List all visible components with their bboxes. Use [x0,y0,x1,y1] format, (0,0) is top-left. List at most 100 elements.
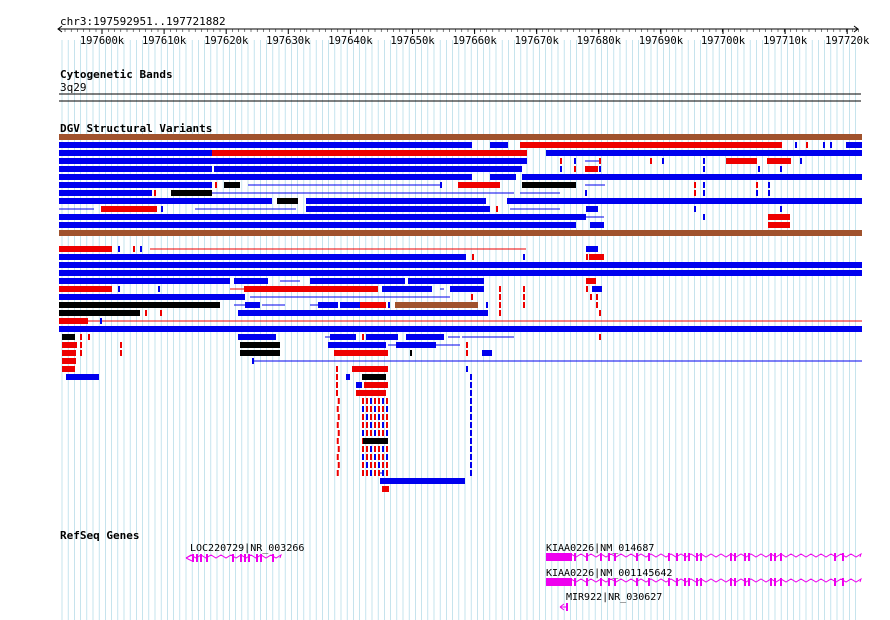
gene-exon[interactable] [676,578,678,586]
variant-bar[interactable] [586,246,598,252]
variant-bar[interactable] [101,206,157,212]
gene-exon[interactable] [774,578,776,586]
variant-bar[interactable] [59,262,862,268]
variant-mark[interactable] [662,158,664,164]
variant-mark[interactable] [374,470,376,476]
variant-mark[interactable] [362,414,364,420]
variant-mark[interactable] [382,470,384,476]
variant-mark[interactable] [780,166,782,172]
variant-bar[interactable] [59,182,212,188]
variant-bar[interactable] [59,294,245,300]
variant-mark[interactable] [120,342,122,348]
variant-bar[interactable] [364,382,388,388]
variant-mark[interactable] [499,310,501,316]
gene-exon[interactable] [734,553,736,561]
gene-exon[interactable] [574,553,576,561]
gene-exon[interactable] [834,578,836,586]
variant-mark[interactable] [374,406,376,412]
variant-mark[interactable] [386,414,388,420]
variant-mark[interactable] [337,446,340,452]
variant-mark[interactable] [337,414,340,420]
variant-mark[interactable] [470,382,472,388]
variant-mark[interactable] [382,446,384,452]
variant-bar[interactable] [244,286,378,292]
gene-exon[interactable] [774,553,776,561]
gene-exon[interactable] [232,554,234,562]
gene-exon[interactable] [546,578,572,586]
variant-mark[interactable] [703,158,705,164]
variant-mark[interactable] [154,190,156,196]
variant-mark[interactable] [694,182,696,188]
variant-bar[interactable] [59,198,272,204]
variant-bar[interactable] [59,310,140,316]
variant-mark[interactable] [366,430,368,436]
gene-intron[interactable] [185,553,282,559]
variant-mark[interactable] [703,182,705,188]
variant-mark[interactable] [382,414,384,420]
variant-bar[interactable] [490,142,508,148]
variant-mark[interactable] [366,398,368,404]
variant-mark[interactable] [362,470,364,476]
variant-bar[interactable] [59,158,236,164]
variant-bar[interactable] [546,150,862,156]
gene-exon[interactable] [244,554,246,562]
variant-bar[interactable] [767,158,791,164]
variant-bar[interactable] [408,278,484,284]
variant-bar[interactable] [212,150,527,156]
gene-exon[interactable] [684,553,686,561]
gene-exon[interactable] [586,553,588,561]
variant-mark[interactable] [470,430,472,436]
variant-mark[interactable] [470,422,472,428]
gene-exon[interactable] [842,553,844,561]
variant-mark[interactable] [499,302,501,308]
variant-mark[interactable] [768,182,770,188]
variant-mark[interactable] [388,302,390,308]
variant-bar[interactable] [306,206,490,212]
gene-exon[interactable] [600,553,602,561]
variant-bar[interactable] [406,334,444,340]
variant-bar[interactable] [328,342,386,348]
variant-bar[interactable] [59,142,472,148]
variant-mark[interactable] [694,190,696,196]
gene-exon[interactable] [700,553,702,561]
gene-exon[interactable] [696,578,698,586]
variant-bar[interactable] [340,302,360,308]
variant-mark[interactable] [374,454,376,460]
gene-exon[interactable] [748,553,750,561]
gene-exon[interactable] [648,578,650,586]
variant-bar[interactable] [234,278,268,284]
variant-mark[interactable] [336,374,338,380]
variant-bar[interactable] [59,214,586,220]
gene-exon[interactable] [600,578,602,586]
variant-bar[interactable] [520,142,782,148]
variant-mark[interactable] [471,294,473,300]
variant-mark[interactable] [560,158,562,164]
variant-mark[interactable] [362,454,364,460]
gene-exon[interactable] [566,603,568,611]
gene-exon[interactable] [240,554,242,562]
variant-mark[interactable] [756,182,758,188]
variant-mark[interactable] [336,438,339,444]
variant-bar[interactable] [356,382,362,388]
variant-mark[interactable] [486,302,488,308]
variant-mark[interactable] [386,398,388,404]
variant-bar[interactable] [238,310,488,316]
variant-mark[interactable] [382,406,384,412]
variant-mark[interactable] [336,390,338,396]
variant-mark[interactable] [374,462,376,468]
variant-mark[interactable] [472,254,474,260]
variant-bar[interactable] [214,166,522,172]
variant-mark[interactable] [382,462,384,468]
variant-bar[interactable] [366,334,398,340]
variant-mark[interactable] [374,422,376,428]
variant-mark[interactable] [366,414,368,420]
variant-bar[interactable] [522,182,576,188]
variant-mark[interactable] [386,462,388,468]
variant-mark[interactable] [780,206,782,212]
variant-mark[interactable] [118,286,120,292]
gene-exon[interactable] [614,553,616,561]
ruler-arrow-right[interactable] [853,25,859,33]
variant-bar[interactable] [59,278,230,284]
gene-exon[interactable] [730,553,732,561]
variant-mark[interactable] [795,142,797,148]
